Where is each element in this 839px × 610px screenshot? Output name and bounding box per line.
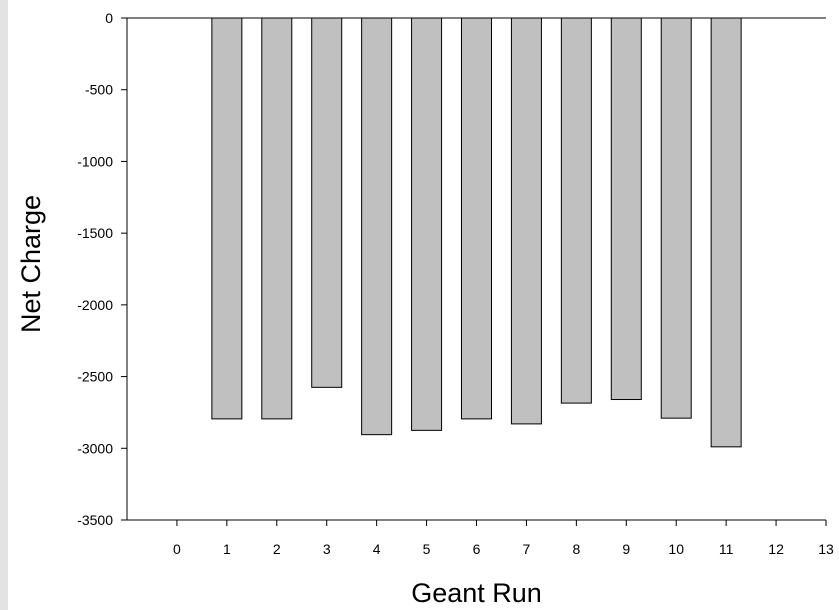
bar-run-2 [261, 17, 293, 420]
x-tick-label: 2 [273, 541, 281, 557]
x-tick-label: 4 [373, 541, 381, 557]
bar-run-3 [311, 17, 343, 388]
bar-run-4 [361, 17, 393, 436]
left-border-strip [0, 0, 8, 610]
x-axis-title: Geant Run [411, 578, 542, 608]
x-tick-label: 12 [768, 541, 784, 557]
y-axis-ticks: 0 -500 -1000 -1500 -2000 -2500 -3000 -3500 [77, 10, 127, 528]
y-tick-label: -500 [85, 82, 113, 98]
x-tick-label: 13 [818, 541, 834, 557]
x-axis-ticks: 0 1 2 3 4 5 6 7 8 9 10 11 12 13 [173, 520, 834, 557]
x-tick-label: 0 [173, 541, 181, 557]
bar-run-8 [560, 17, 592, 404]
bar-run-5 [411, 17, 443, 431]
y-tick-label: -2500 [77, 369, 113, 385]
x-tick-label: 5 [423, 541, 431, 557]
y-tick-label: -1500 [77, 225, 113, 241]
x-tick-label: 8 [572, 541, 580, 557]
x-tick-label: 10 [668, 541, 684, 557]
bar-run-10 [660, 17, 692, 419]
y-tick-label: -3000 [77, 440, 113, 456]
y-tick-label: -2000 [77, 297, 113, 313]
x-tick-label: 7 [523, 541, 531, 557]
bars-group [211, 17, 742, 448]
bar-run-7 [510, 17, 542, 425]
x-tick-label: 3 [323, 541, 331, 557]
bar-run-6 [461, 17, 492, 420]
y-tick-label: 0 [105, 10, 113, 26]
bar-run-1 [211, 17, 243, 420]
y-axis-title: Net Charge [16, 195, 46, 333]
x-tick-label: 9 [622, 541, 630, 557]
x-tick-label: 6 [473, 541, 481, 557]
x-tick-label: 1 [223, 541, 231, 557]
y-tick-label: -1000 [77, 153, 113, 169]
x-tick-label: 11 [719, 541, 734, 557]
y-tick-label: -3500 [77, 512, 113, 528]
bar-run-11 [710, 17, 742, 448]
bar-run-9 [610, 17, 642, 401]
